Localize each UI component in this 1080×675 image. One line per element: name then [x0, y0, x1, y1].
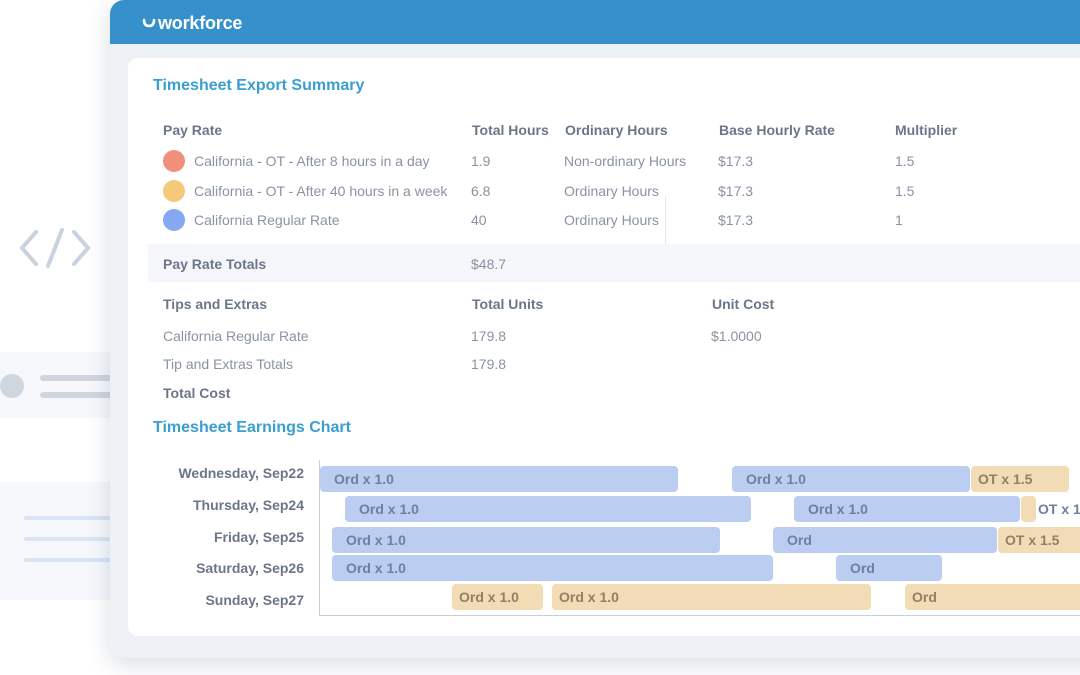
col-header-total-hours: Total Hours [472, 122, 549, 138]
ordinary-bar[interactable]: Ord x 1.0 [732, 466, 970, 492]
brand-name: workforce [158, 13, 243, 33]
column-divider [665, 196, 666, 244]
code-brackets-icon [20, 228, 90, 268]
col-header-multiplier: Multiplier [895, 122, 958, 138]
overtime-bar[interactable]: Ord x 1.0 [552, 584, 871, 610]
background-line [40, 375, 130, 381]
ordinary-bar[interactable]: Ord [836, 555, 942, 581]
ordinary-bar[interactable]: Ord [773, 527, 997, 553]
ordinary-bar[interactable]: Ord x 1.0 [345, 496, 751, 522]
chart-day-label: Friday, Sep25 [213, 529, 304, 545]
col-header-unit-cost: Unit Cost [712, 296, 775, 312]
pay-rate-name: California - OT - After 40 hours in a we… [194, 183, 448, 199]
chart-day-label: Sunday, Sep27 [205, 592, 304, 608]
pay-rate-ordinary: Non-ordinary Hours [564, 153, 687, 169]
report-panel: Timesheet Export Summary Pay Rate Total … [128, 58, 1080, 636]
ordinary-bar[interactable]: Ord x 1.0 [332, 527, 720, 553]
col-header-pay-rate: Pay Rate [163, 122, 223, 138]
pay-rate-total-hours: 40 [471, 212, 487, 228]
col-header-tips-and-extras: Tips and Extras [163, 296, 268, 312]
pay-rate-multiplier: 1.5 [895, 153, 915, 169]
pay-rate-base-rate: $17.3 [718, 183, 754, 199]
pay-rate-total-hours: 6.8 [471, 183, 491, 199]
overtime-bar[interactable] [1021, 496, 1036, 522]
pay-rate-color-dot [163, 180, 185, 202]
pay-rate-name: California - OT - After 8 hours in a day [194, 153, 430, 169]
summary-title: Timesheet Export Summary [153, 77, 365, 94]
pay-rate-ordinary: Ordinary Hours [564, 183, 659, 199]
ordinary-bar[interactable]: Ord x 1.0 [320, 466, 678, 492]
ordinary-bar[interactable]: Ord x 1.0 [332, 555, 773, 581]
pay-rate-base-rate: $17.3 [718, 153, 754, 169]
pay-rate-multiplier: 1 [895, 212, 903, 228]
overtime-bar[interactable]: OT x 1.5 [1038, 501, 1080, 517]
tips-row-unit-cost: $1.0000 [711, 328, 762, 344]
col-header-ordinary-hours: Ordinary Hours [565, 122, 668, 138]
pay-rate-totals-value: $48.7 [471, 256, 507, 272]
brand-logo[interactable]: workforce [142, 13, 242, 33]
chart-day-label: Saturday, Sep26 [196, 560, 304, 576]
overtime-bar[interactable]: OT x 1.5 [998, 527, 1080, 553]
pay-rate-color-dot [163, 209, 185, 231]
background-avatar-dot [0, 374, 24, 398]
tips-row-units: 179.8 [471, 356, 507, 372]
pay-rate-color-dot [163, 150, 185, 172]
pay-rate-multiplier: 1.5 [895, 183, 915, 199]
total-cost-label: Total Cost [163, 385, 231, 401]
pay-rate-totals-row [148, 244, 1080, 282]
chart-day-label: Thursday, Sep24 [192, 497, 304, 513]
workforce-logo-icon [142, 18, 156, 28]
pay-rate-totals-label: Pay Rate Totals [163, 256, 267, 272]
background-line [24, 537, 120, 541]
background-line [24, 558, 120, 562]
app-window: workforce Timesheet Export Summary Pay R… [110, 0, 1080, 658]
overtime-bar[interactable]: OT x 1.5 [971, 466, 1069, 492]
ordinary-bar[interactable]: Ord x 1.0 [794, 496, 1020, 522]
tips-row-name: California Regular Rate [163, 328, 309, 344]
pay-rate-ordinary: Ordinary Hours [564, 212, 659, 228]
earnings-chart-title: Timesheet Earnings Chart [153, 419, 351, 436]
background-line [24, 516, 120, 520]
background-line [40, 392, 130, 398]
pay-rate-name: California Regular Rate [194, 212, 340, 228]
tips-row-units: 179.8 [471, 328, 507, 344]
col-header-base-hourly-rate: Base Hourly Rate [719, 122, 835, 138]
overtime-bar[interactable]: Ord [905, 584, 1080, 610]
overtime-bar[interactable]: Ord x 1.0 [452, 584, 543, 610]
earnings-gantt-chart: Ord x 1.0 Ord x 1.0 OT x 1.5 Ord x 1.0 Ord x… [319, 460, 1080, 616]
chart-day-label: Wednesday, Sep22 [178, 465, 304, 481]
title-bar: workforce [110, 0, 1080, 44]
tips-row-name: Tip and Extras Totals [163, 356, 293, 372]
col-header-total-units: Total Units [472, 296, 544, 312]
pay-rate-total-hours: 1.9 [471, 153, 491, 169]
pay-rate-base-rate: $17.3 [718, 212, 754, 228]
background-card [0, 482, 120, 600]
